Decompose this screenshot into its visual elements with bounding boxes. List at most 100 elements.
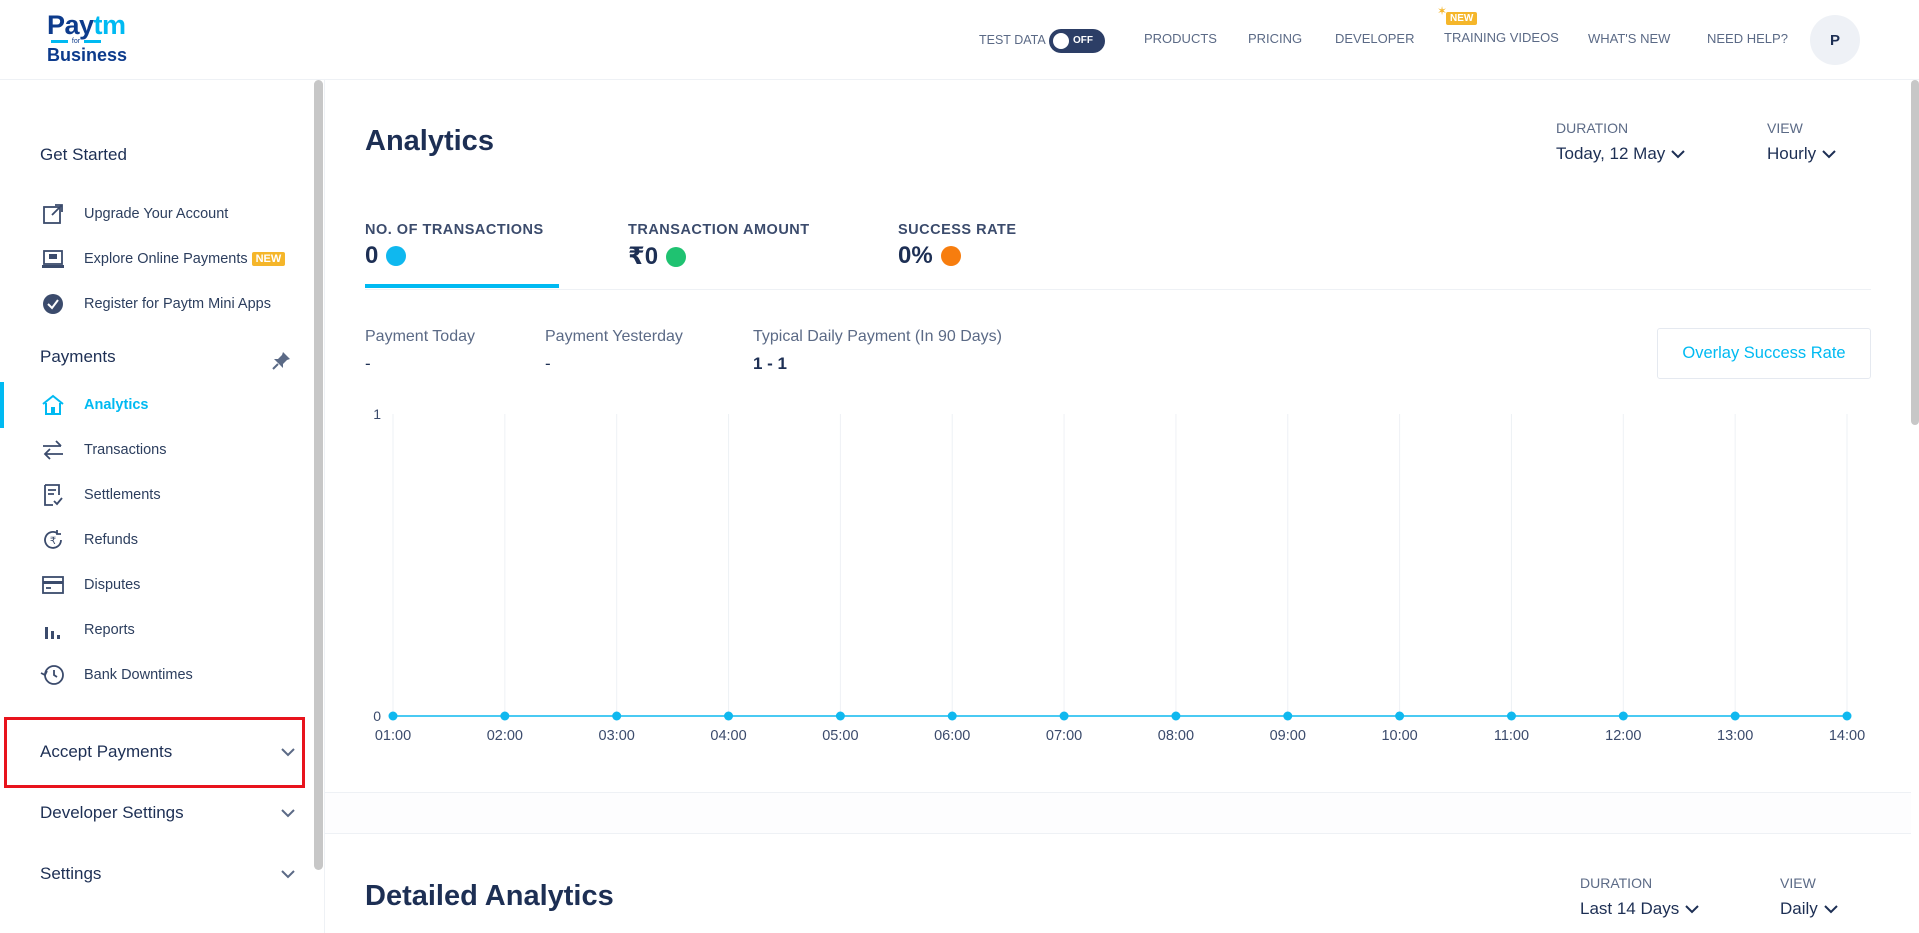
collapsible-label: Settings [40, 864, 102, 883]
pin-icon[interactable] [270, 350, 292, 377]
y-tick-label: 0 [373, 708, 381, 724]
chart-svg: 0 1 01:00 02:00 03:00 04:00 05:00 06:00 07:00 08:… [373, 406, 1865, 744]
data-point [612, 711, 622, 721]
svg-text:₹: ₹ [50, 536, 56, 547]
sidebar: Get Started Upgrade Your Account Explore… [0, 80, 325, 933]
user-avatar[interactable]: P [1810, 15, 1860, 65]
highlight-box [4, 717, 305, 788]
data-point [1395, 711, 1405, 721]
metric-label: TRANSACTION AMOUNT [628, 222, 810, 238]
collapsible-developer-settings[interactable]: Developer Settings [40, 798, 296, 828]
check-circle-icon [40, 291, 66, 317]
sparkle-icon: ✶ [1437, 4, 1448, 18]
view-label: VIEW [1780, 875, 1816, 891]
metric-label: NO. OF TRANSACTIONS [365, 222, 544, 238]
duration-value: Last 14 Days [1580, 899, 1680, 918]
view-label: VIEW [1767, 120, 1803, 136]
logo-pay: Pay [47, 10, 94, 40]
new-badge: NEW [251, 252, 286, 266]
logo-tm: tm [93, 10, 127, 40]
view-filter[interactable]: VIEW Hourly [1767, 120, 1836, 164]
history-clock-icon [40, 662, 66, 688]
overlay-success-rate-button[interactable]: Overlay Success Rate [1657, 328, 1871, 379]
sidebar-item-refunds[interactable]: ₹ Refunds [40, 525, 300, 555]
sidebar-scrollbar[interactable] [314, 80, 323, 870]
sidebar-item-analytics[interactable]: Analytics [40, 390, 300, 420]
duration-label: DURATION [1580, 875, 1653, 891]
legend-dot [666, 246, 687, 267]
sidebar-item-label: Analytics [84, 397, 149, 413]
active-tab-underline [365, 284, 559, 288]
x-tick-label: 12:00 [1605, 728, 1641, 744]
swap-arrows-icon [40, 437, 66, 463]
collapsible-accept-payments[interactable]: Accept Payments [40, 737, 296, 767]
duration-filter[interactable]: DURATION Today, 12 May [1556, 120, 1686, 164]
training-new-badge: NEW [1446, 12, 1478, 25]
sidebar-item-transactions[interactable]: Transactions [40, 435, 300, 465]
data-point [947, 711, 957, 721]
detail-view-filter[interactable]: VIEW Daily [1780, 875, 1838, 919]
x-tick-label: 05:00 [822, 728, 858, 744]
main-scrollbar[interactable] [1911, 80, 1919, 425]
nav-need-help[interactable]: NEED HELP? [1707, 31, 1788, 46]
x-tick-label: 04:00 [710, 728, 746, 744]
tab-success-rate[interactable]: SUCCESS RATE 0% [898, 222, 1017, 270]
collapsible-label: Developer Settings [40, 803, 184, 822]
toggle-knob [1053, 33, 1069, 49]
sidebar-item-label: Transactions [84, 442, 167, 458]
home-icon [40, 392, 66, 418]
sidebar-item-settlements[interactable]: Settlements [40, 480, 300, 510]
section-separator [325, 833, 1911, 834]
nav-developer[interactable]: DEVELOPER [1335, 31, 1415, 46]
x-tick-label: 10:00 [1381, 728, 1417, 744]
sidebar-item-register-mini-apps[interactable]: Register for Paytm Mini Apps [40, 289, 300, 319]
section-title-get-started: Get Started [40, 145, 127, 164]
view-value: Hourly [1767, 144, 1817, 163]
test-data-toggle[interactable]: OFF [1049, 29, 1105, 53]
collapsible-settings[interactable]: Settings [40, 859, 296, 889]
laptop-icon [40, 246, 66, 272]
page-title: Analytics [365, 125, 494, 157]
legend-dot [940, 246, 961, 266]
external-link-icon [40, 201, 66, 227]
duration-label: DURATION [1556, 120, 1629, 136]
nav-products[interactable]: PRODUCTS [1144, 31, 1217, 46]
chevron-down-icon [1824, 899, 1838, 919]
metric-label: SUCCESS RATE [898, 222, 1017, 238]
nav-training-videos[interactable]: TRAINING VIDEOS [1444, 30, 1559, 45]
sidebar-item-label: Bank Downtimes [84, 667, 193, 683]
tab-transaction-amount[interactable]: TRANSACTION AMOUNT ₹0 [628, 222, 810, 271]
sidebar-item-explore-online-payments[interactable]: Explore Online Payments NEW [40, 244, 300, 274]
logo-business: Business [47, 45, 128, 65]
sidebar-item-disputes[interactable]: Disputes [40, 570, 300, 600]
chevron-down-icon [280, 803, 296, 823]
x-tick-label: 09:00 [1270, 728, 1306, 744]
stat-payment-yesterday: Payment Yesterday - [545, 328, 683, 374]
sidebar-item-bank-downtimes[interactable]: Bank Downtimes [40, 660, 300, 690]
collapsible-label: Accept Payments [40, 742, 173, 761]
x-tick-label: 01:00 [375, 728, 411, 744]
chevron-down-icon [280, 864, 296, 884]
transactions-line-chart: 0 1 01:00 02:00 03:00 04:00 05:00 06:00 07:00 08:… [365, 400, 1875, 760]
data-point [500, 711, 510, 721]
paytm-business-logo[interactable]: Paytm for Business [47, 12, 133, 70]
metric-value: ₹0 [628, 243, 659, 270]
stat-value: - [545, 354, 551, 373]
detail-duration-filter[interactable]: DURATION Last 14 Days [1580, 875, 1699, 919]
data-point [724, 711, 734, 721]
stat-label: Typical Daily Payment (In 90 Days) [753, 328, 1002, 345]
stat-label: Payment Yesterday [545, 328, 683, 345]
metric-value: 0% [898, 242, 933, 269]
sidebar-item-reports[interactable]: Reports [40, 615, 300, 645]
data-point [1283, 711, 1293, 721]
sidebar-item-upgrade-account[interactable]: Upgrade Your Account [40, 199, 300, 229]
tab-no-of-transactions[interactable]: NO. OF TRANSACTIONS 0 [365, 222, 544, 270]
x-tick-label: 02:00 [487, 728, 523, 744]
x-tick-label: 14:00 [1829, 728, 1865, 744]
nav-pricing[interactable]: PRICING [1248, 31, 1303, 46]
card-icon [40, 572, 66, 598]
data-point [835, 711, 845, 721]
nav-whats-new[interactable]: WHAT'S NEW [1588, 31, 1671, 46]
stat-label: Payment Today [365, 328, 475, 345]
logo-for: for [71, 38, 81, 45]
